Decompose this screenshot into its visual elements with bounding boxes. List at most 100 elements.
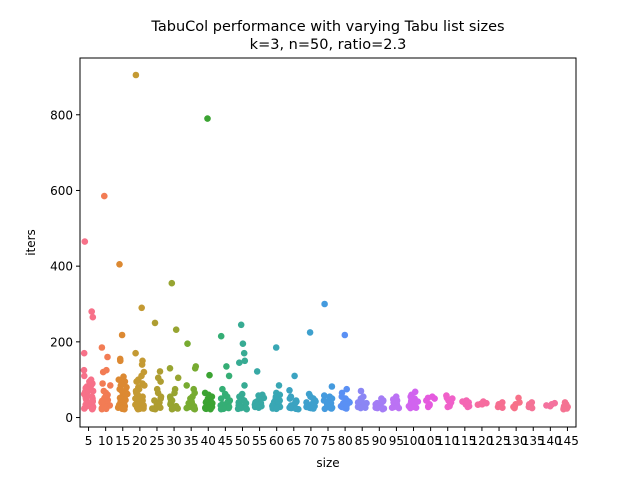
data-point — [286, 395, 294, 402]
x-tick-label: 80 — [337, 434, 352, 448]
chart-title: TabuCol performance with varying Tabu li… — [150, 19, 504, 35]
x-tick-label: 70 — [303, 434, 318, 448]
x-tick-label: 125 — [488, 434, 511, 448]
data-point — [132, 349, 139, 357]
x-tick-label: 10 — [98, 434, 113, 448]
x-tick-label: 30 — [166, 434, 181, 448]
data-point — [156, 368, 164, 375]
x-tick-label: 15 — [115, 434, 130, 448]
data-point — [560, 405, 567, 413]
data-point — [291, 372, 298, 380]
plot-frame — [79, 57, 577, 428]
data-point — [357, 404, 365, 412]
data-point — [184, 340, 191, 348]
data-point — [241, 382, 248, 389]
data-point — [295, 405, 302, 413]
data-point — [357, 387, 365, 395]
x-tick-label: 135 — [522, 434, 545, 448]
data-point — [183, 404, 190, 412]
data-point — [104, 353, 111, 361]
data-point — [412, 404, 420, 412]
data-points — [80, 71, 571, 413]
data-point — [138, 361, 146, 368]
x-axis: 5 10 15 20 25 30 35 40 45 50 55 60 65 70 75 80 85 90 95100… — [85, 427, 579, 448]
x-tick-label: 85 — [355, 434, 370, 448]
data-point — [219, 385, 226, 393]
data-point — [341, 331, 349, 339]
data-point — [374, 404, 381, 412]
x-tick-label: 120 — [470, 434, 493, 448]
data-point — [321, 300, 328, 308]
x-tick-label: 145 — [556, 434, 579, 448]
data-point — [117, 357, 124, 365]
data-point — [88, 308, 95, 315]
data-point — [138, 304, 145, 312]
data-point — [273, 405, 280, 413]
data-point — [243, 405, 250, 413]
data-point — [328, 405, 335, 412]
data-point — [191, 405, 199, 413]
data-point — [236, 359, 243, 367]
x-axis-label: size — [316, 456, 339, 470]
data-point — [310, 405, 317, 412]
data-point — [207, 405, 214, 413]
data-point — [99, 380, 106, 387]
y-tick-label: 0 — [65, 411, 73, 425]
data-point — [546, 402, 554, 410]
data-point — [121, 405, 128, 413]
data-point — [388, 404, 396, 412]
data-point — [464, 403, 472, 411]
data-point — [286, 387, 293, 394]
y-tick-label: 600 — [50, 184, 73, 198]
data-point — [132, 71, 140, 79]
data-point — [217, 395, 225, 402]
data-point — [98, 405, 106, 413]
x-tick-label: 115 — [453, 434, 476, 448]
y-tick-label: 400 — [50, 260, 73, 274]
y-axis-label: iters — [24, 229, 38, 256]
data-point — [275, 382, 283, 389]
y-tick-label: 200 — [50, 335, 73, 349]
data-point — [174, 405, 181, 412]
data-point — [379, 405, 387, 413]
data-point — [99, 368, 107, 376]
data-point — [88, 405, 96, 413]
data-point — [118, 331, 126, 339]
data-point — [272, 344, 280, 351]
data-point — [133, 378, 140, 385]
data-point — [89, 387, 97, 395]
data-point — [424, 403, 432, 411]
data-point — [98, 344, 106, 351]
x-tick-label: 40 — [201, 434, 216, 448]
data-point — [134, 405, 142, 413]
data-point — [191, 365, 199, 372]
data-point — [157, 378, 164, 385]
data-point — [253, 368, 261, 375]
data-point — [511, 404, 518, 412]
data-point — [234, 405, 242, 413]
x-tick-label: 5 — [85, 434, 93, 448]
data-point — [474, 401, 482, 409]
data-point — [241, 357, 249, 365]
data-point — [343, 385, 351, 393]
data-point — [89, 313, 97, 321]
data-point — [81, 238, 89, 245]
data-point — [240, 349, 248, 357]
data-point — [528, 404, 536, 412]
x-tick-label: 55 — [252, 434, 267, 448]
data-point — [174, 374, 182, 382]
x-tick-label: 90 — [372, 434, 387, 448]
x-tick-label: 50 — [235, 434, 250, 448]
x-tick-label: 75 — [320, 434, 335, 448]
data-point — [225, 404, 232, 412]
x-tick-label: 35 — [184, 434, 199, 448]
data-point — [499, 404, 506, 412]
data-point — [217, 332, 225, 340]
y-axis: 0 200 400 600 800 — [50, 108, 80, 425]
data-point — [80, 366, 88, 374]
data-point — [166, 365, 174, 372]
data-point — [171, 389, 178, 397]
data-point — [101, 192, 108, 200]
x-tick-label: 130 — [505, 434, 528, 448]
